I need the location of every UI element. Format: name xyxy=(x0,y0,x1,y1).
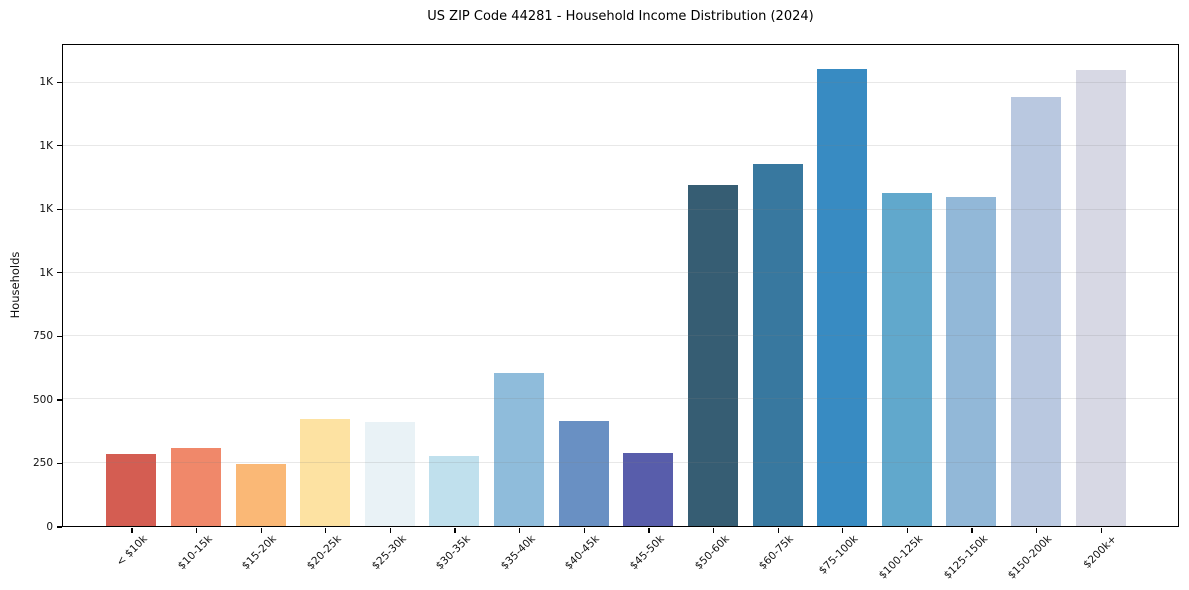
x-tick-mark xyxy=(648,528,650,533)
x-tick-mark xyxy=(842,528,844,533)
bars-container: < $10k $10-15k $15-20k $20-25k $25-30k $30-35… xyxy=(63,45,1178,582)
x-tick-mark xyxy=(583,528,585,533)
x-tick-mark xyxy=(260,528,262,533)
x-tick-label: < $10k xyxy=(114,533,150,569)
x-tick-label: $45-50k xyxy=(627,533,667,573)
bar-$35-40k xyxy=(494,372,545,526)
bar-slot: $45-50k xyxy=(616,45,681,572)
y-tick-mark xyxy=(57,462,62,465)
bar-slot: $150-200k xyxy=(1004,45,1069,582)
y-tick-label: 250 xyxy=(32,457,53,470)
bar-$150-200k xyxy=(1011,96,1062,526)
y-tick-mark xyxy=(57,335,62,337)
bar-slot: $20-25k xyxy=(293,45,358,572)
bar-slot: $125-150k xyxy=(939,45,1004,582)
bar-< $10k xyxy=(106,453,157,526)
y-tick-label: 500 xyxy=(32,393,53,406)
bar-$45-50k xyxy=(623,452,674,526)
x-tick-label: $50-60k xyxy=(692,533,732,573)
x-tick-label: $125-150k xyxy=(941,533,990,582)
bar-$20-25k xyxy=(300,418,351,526)
y-tick-mark xyxy=(57,81,62,83)
x-tick-label: $25-30k xyxy=(369,533,409,573)
y-tick-mark xyxy=(57,272,62,274)
bar-slot: $10-15k xyxy=(164,45,229,572)
plot-area: < $10k $10-15k $15-20k $20-25k $25-30k $30-35… xyxy=(62,44,1179,582)
bar-slot: $60-75k xyxy=(745,45,810,572)
x-tick-mark xyxy=(971,528,973,533)
y-tick-mark xyxy=(57,399,62,401)
x-tick-mark xyxy=(906,528,908,533)
bar-slot: $75-100k xyxy=(810,45,875,577)
x-tick-label: $10-15k xyxy=(175,533,215,573)
bar-$60-75k xyxy=(752,163,803,526)
y-tick-label: 1K xyxy=(39,139,53,152)
bar-slot: $40-45k xyxy=(551,45,616,572)
x-tick-mark xyxy=(195,528,198,533)
bar-slot: < $10k xyxy=(99,45,164,569)
y-tick-mark xyxy=(57,526,62,528)
bar-$125-150k xyxy=(946,197,997,526)
bar-slot: $25-30k xyxy=(358,45,423,572)
bar-slot: $100-125k xyxy=(875,45,940,582)
y-tick-label: 0 xyxy=(46,521,53,533)
y-tick-label: 1K xyxy=(39,76,53,89)
x-tick-mark xyxy=(325,528,327,533)
bar-$25-30k xyxy=(364,422,415,526)
x-tick-label: $40-45k xyxy=(563,533,603,573)
y-tick-label: 1K xyxy=(39,266,53,279)
x-tick-mark xyxy=(712,528,715,533)
bar-$50-60k xyxy=(687,184,738,526)
chart-title: US ZIP Code 44281 - Household Income Dis… xyxy=(427,9,814,24)
x-tick-mark xyxy=(1036,528,1038,533)
bar-$40-45k xyxy=(558,420,609,526)
x-tick-mark xyxy=(454,528,456,533)
y-tick-mark xyxy=(57,145,62,147)
bar-$75-100k xyxy=(817,68,868,526)
x-tick-label: $15-20k xyxy=(239,533,280,573)
bar-slot: $30-35k xyxy=(422,45,487,572)
y-tick-mark xyxy=(57,208,62,210)
bar-$10-15k xyxy=(170,448,221,526)
bar-slot: $200k+ xyxy=(1068,45,1133,571)
bar-$15-20k xyxy=(235,463,286,526)
x-tick-mark xyxy=(389,528,391,533)
y-tick-label: 1K xyxy=(39,203,53,216)
x-tick-mark xyxy=(519,528,521,533)
x-tick-label: $100-125k xyxy=(876,533,926,582)
bar-slot: $35-40k xyxy=(487,45,552,572)
x-tick-label: $30-35k xyxy=(433,533,473,573)
x-tick-mark xyxy=(777,528,779,533)
bar-$100-125k xyxy=(881,193,932,526)
x-tick-label: $60-75k xyxy=(756,533,797,573)
x-tick-label: $75-100k xyxy=(816,533,861,577)
x-tick-label: $35-40k xyxy=(498,533,538,573)
bar-slot: $15-20k xyxy=(228,45,293,572)
x-tick-label: $200k+ xyxy=(1081,533,1120,571)
x-tick-mark xyxy=(131,528,133,533)
bar-slot: $50-60k xyxy=(681,45,746,572)
x-tick-label: $150-200k xyxy=(1006,533,1055,582)
bar-$30-35k xyxy=(429,455,480,526)
x-tick-mark xyxy=(1100,528,1102,533)
bar-$200k+ xyxy=(1075,69,1126,526)
x-tick-label: $20-25k xyxy=(304,533,344,573)
y-tick-label: 750 xyxy=(32,330,53,343)
y-axis: 0 250 500 750 1K 1K 1K 1K xyxy=(0,44,62,533)
